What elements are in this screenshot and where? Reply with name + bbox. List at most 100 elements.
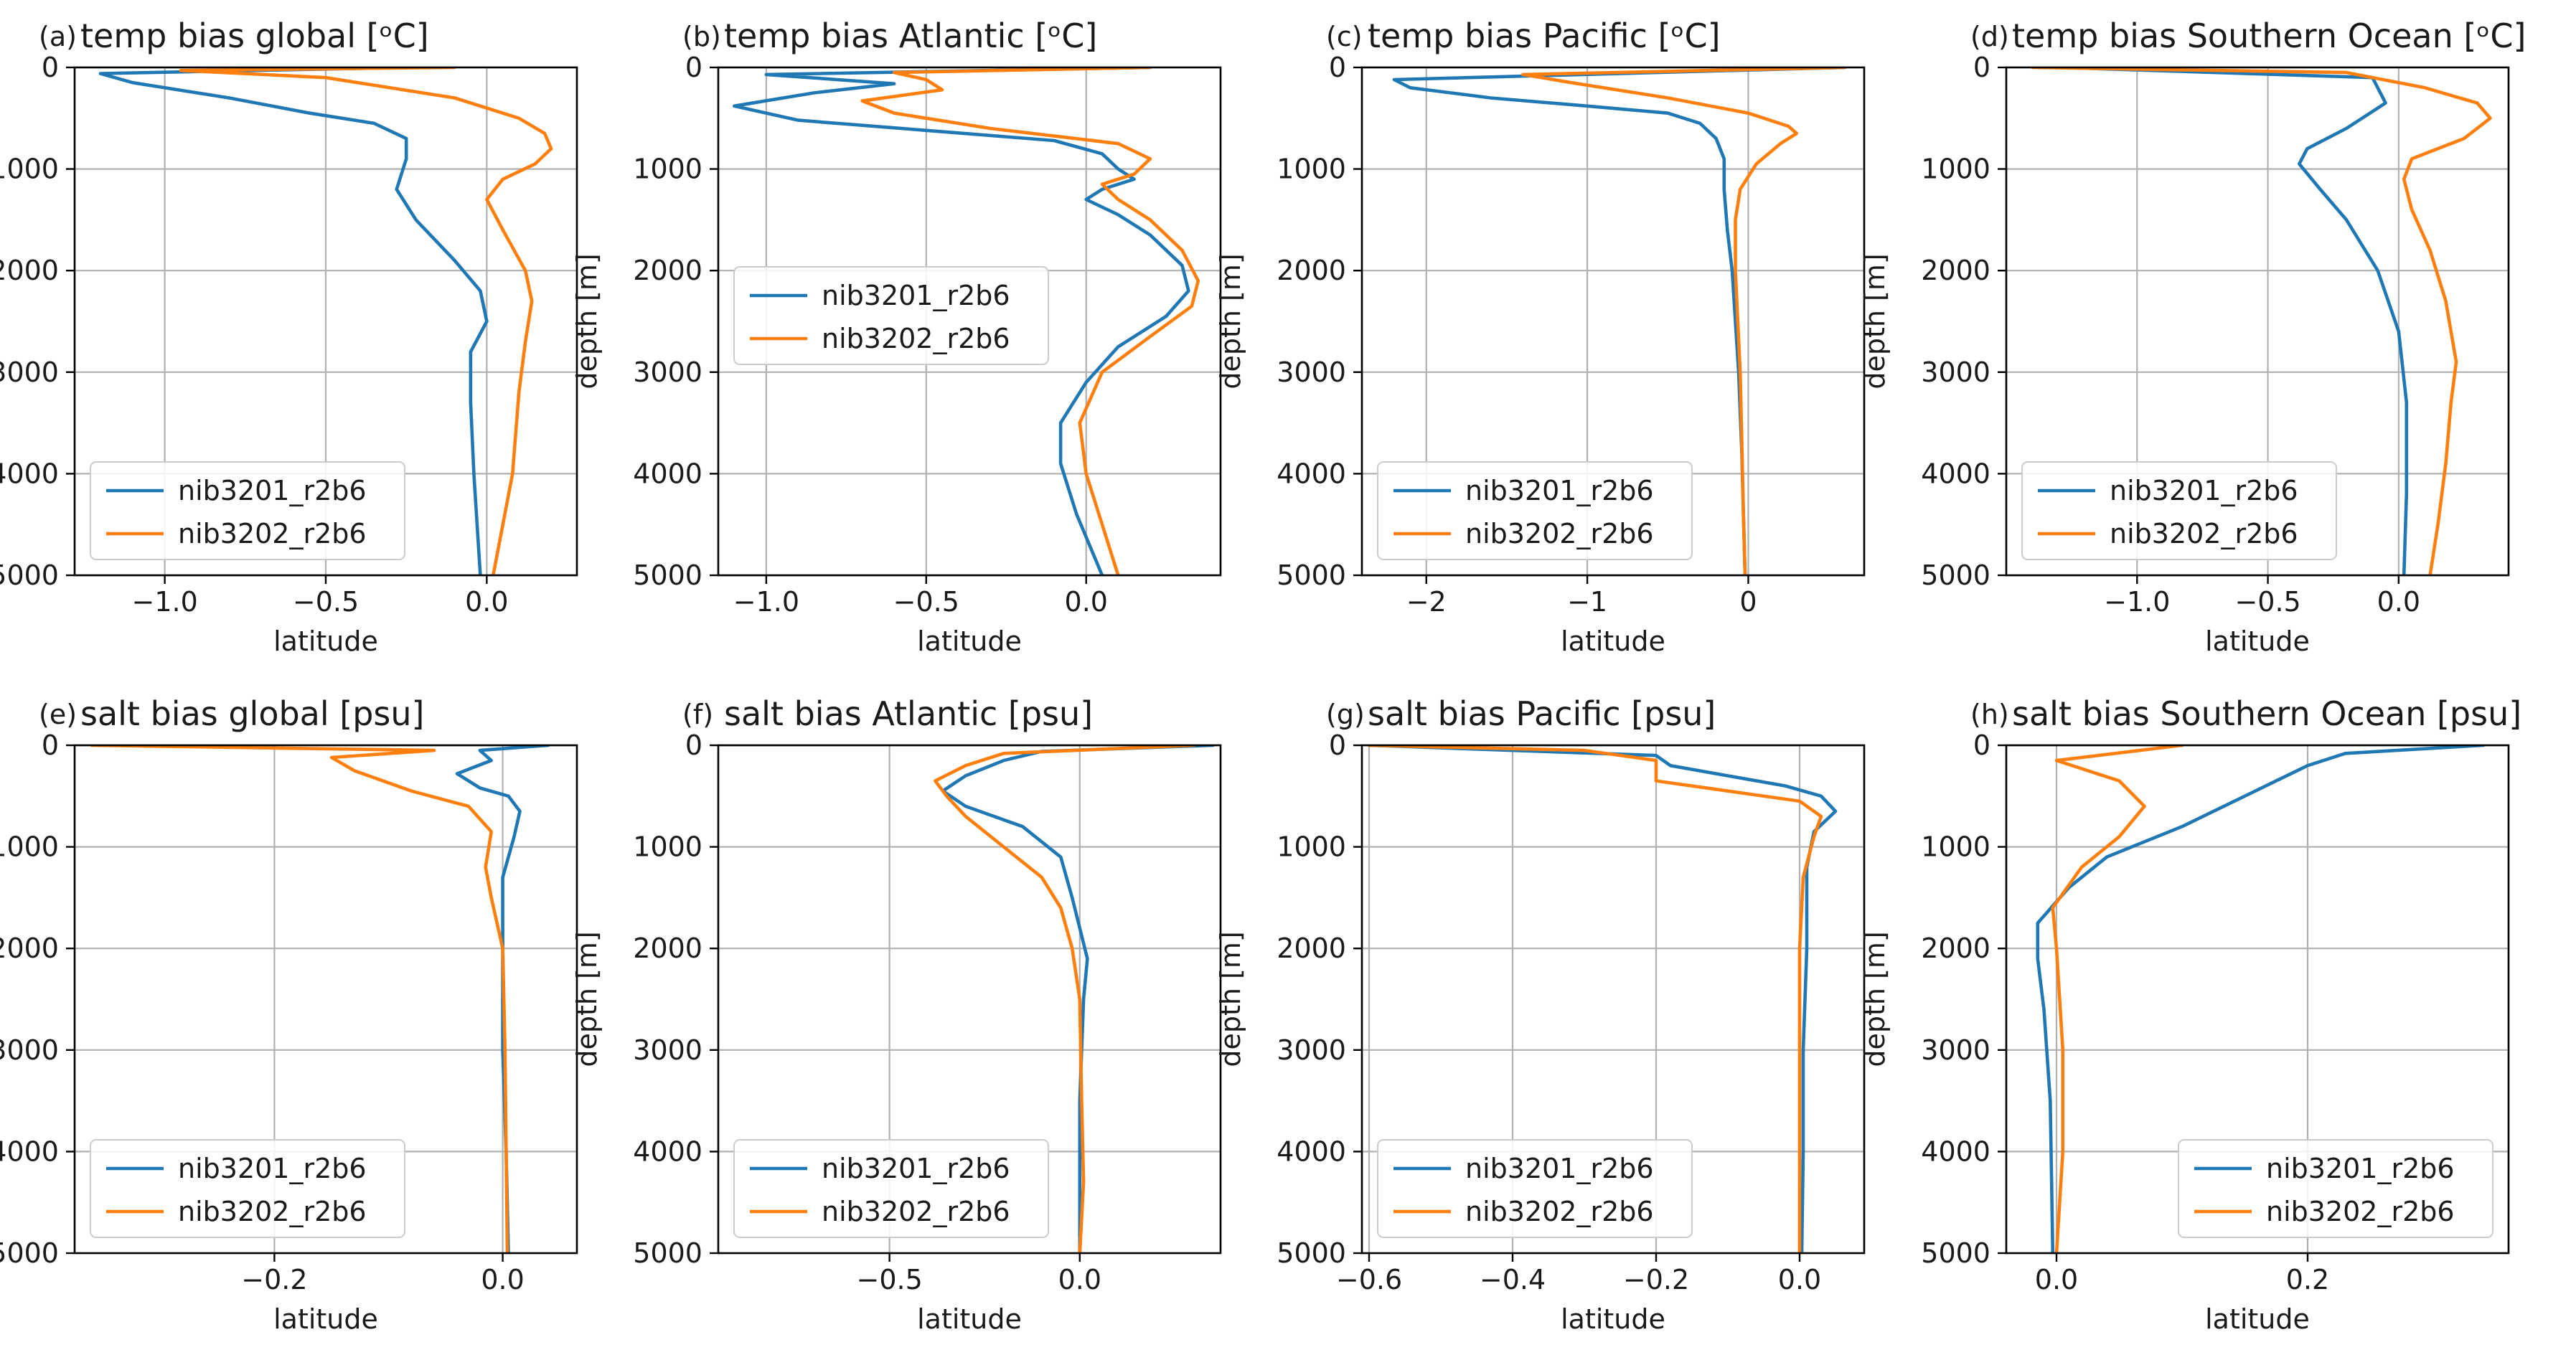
panel-b-title: temp bias Atlantic [ᵒC]	[724, 16, 1097, 55]
panel-d-xtick-label: −1.0	[2104, 586, 2170, 618]
panel-h-ylabel: depth [m]	[1859, 931, 1891, 1067]
panel-b-ytick-label: 0	[685, 52, 702, 83]
panel-c-ytick-label: 2000	[1277, 255, 1346, 286]
panel-a-ytick-label: 5000	[0, 560, 59, 591]
panel-d-axes-frame	[2005, 66, 2510, 577]
panel-b-legend-entry: nib3201_r2b6	[822, 280, 1010, 311]
panel-b-axes-frame	[717, 66, 1222, 577]
panel-e-legend-box	[90, 1139, 405, 1238]
panel-a-ytick-label: 3000	[0, 357, 59, 388]
panel-c-ytick-label: 1000	[1277, 154, 1346, 185]
panel-h-line-nib3202_r2b6	[2051, 745, 2184, 1253]
panel-g-ytick-label: 0	[1329, 730, 1346, 761]
panel-b-ytick-label: 3000	[633, 357, 702, 388]
panel-e: −0.20.0010002000300040005000latitudedept…	[0, 694, 578, 1335]
panel-d-label: (d)	[1970, 21, 2009, 52]
panel-b-ytick-label: 5000	[633, 560, 702, 591]
panel-h-legend-entry: nib3202_r2b6	[2266, 1196, 2455, 1227]
panel-b-xtick-label: 0.0	[1065, 586, 1108, 618]
panel-c-ytick-label: 3000	[1277, 357, 1346, 388]
panel-f-ytick-label: 3000	[633, 1034, 702, 1066]
panel-a-legend: nib3201_r2b6 nib3202_r2b6	[90, 461, 405, 560]
panel-d-legend-box	[2021, 461, 2337, 560]
panel-a-xtick-label: −0.5	[293, 586, 359, 618]
panel-a-legend-entry: nib3201_r2b6	[178, 475, 367, 506]
panel-a-label: (a)	[39, 21, 77, 52]
panel-h-legend-entry: nib3201_r2b6	[2266, 1153, 2455, 1184]
panel-f-label: (f)	[682, 699, 713, 730]
panel-b-legend-entry: nib3202_r2b6	[822, 323, 1010, 354]
panel-g-ytick-label: 2000	[1277, 933, 1346, 964]
panel-b-legend: nib3201_r2b6 nib3202_r2b6	[733, 266, 1049, 365]
panel-e-legend-entry: nib3201_r2b6	[178, 1153, 367, 1184]
panel-d-ytick-label: 0	[1973, 52, 1990, 83]
panel-e-line-nib3202_r2b6	[90, 745, 509, 1253]
panel-f-ytick-label: 0	[685, 730, 702, 761]
panel-h-ytick-label: 1000	[1921, 831, 1990, 863]
panel-d-xtick-label: −0.5	[2234, 586, 2300, 618]
panel-g: −0.6 −0.4 −0.2 0.0 0 1000 2000 3000 4000 5000 lati…	[1215, 694, 1866, 1335]
panel-g-line-nib3202_r2b6	[1367, 745, 1823, 1253]
panel-e-ytick-label: 2000	[0, 933, 59, 964]
panel-e-xlabel: latitude	[273, 1303, 378, 1335]
panel-g-title: salt bias Pacific [psu]	[1368, 694, 1716, 733]
panel-g-ytick-label: 5000	[1277, 1237, 1346, 1269]
panel-c-line-nib3202_r2b6	[1521, 67, 1847, 575]
panel-h-xtick-label: 0.0	[2035, 1264, 2078, 1295]
panel-a-ytick-label: 1000	[0, 154, 59, 185]
panel-b-legend-box	[733, 266, 1049, 365]
panel-b: −1.0 −0.5 0.0 0 1000 2000 3000 4000 5000 latitude…	[571, 16, 1222, 657]
panel-b-ylabel: depth [m]	[571, 253, 603, 389]
panel-g-axes-frame	[1360, 744, 1866, 1255]
panel-g-ytick-label: 4000	[1277, 1136, 1346, 1167]
panel-a-ytick-label: 0	[42, 52, 59, 83]
panel-g-line-nib3201_r2b6	[1367, 745, 1838, 1253]
panel-g-legend-entry: nib3202_r2b6	[1465, 1196, 1654, 1227]
panel-a-line-nib3202_r2b6	[179, 67, 553, 575]
panel-e-label: (e)	[39, 699, 77, 730]
panel-c-title: temp bias Pacific [ᵒC]	[1368, 16, 1721, 55]
panel-c-axes-frame	[1360, 66, 1866, 577]
panel-c-label: (c)	[1326, 21, 1363, 52]
panel-c-xtick-label: 0	[1739, 586, 1757, 618]
panel-f-legend: nib3201_r2b6 nib3202_r2b6	[733, 1139, 1049, 1238]
panel-c-ytick-label: 5000	[1277, 560, 1346, 591]
panel-d-legend-entry: nib3201_r2b6	[2110, 475, 2298, 506]
panel-b-ytick-label: 1000	[633, 154, 702, 185]
panel-g-xlabel: latitude	[1561, 1303, 1665, 1335]
panel-b-xtick-label: −1.0	[733, 586, 799, 618]
panel-f-ytick-label: 5000	[633, 1237, 702, 1269]
panel-e-legend-entry: nib3202_r2b6	[178, 1196, 367, 1227]
panel-d-xtick-label: 0.0	[2377, 586, 2420, 618]
panel-h-xlabel: latitude	[2205, 1303, 2310, 1335]
panel-b-xlabel: latitude	[917, 625, 1022, 657]
panel-a-line-nib3201_r2b6	[98, 67, 489, 575]
panel-c-xtick-label: −2	[1406, 586, 1447, 618]
panel-f-ytick-label: 1000	[633, 831, 702, 863]
panel-g-ylabel: depth [m]	[1215, 931, 1246, 1067]
panel-a-legend-entry: nib3202_r2b6	[178, 518, 367, 549]
panel-g-ytick-label: 1000	[1277, 831, 1346, 863]
panel-d-legend-entry: nib3202_r2b6	[2110, 518, 2298, 549]
panel-f: −0.5 0.0 0 1000 2000 3000 4000 5000 latitude dept…	[571, 694, 1222, 1335]
panel-h-legend: nib3201_r2b6 nib3202_r2b6	[2178, 1139, 2493, 1238]
panel-f-legend-entry: nib3202_r2b6	[822, 1196, 1010, 1227]
panel-e-legend: nib3201_r2b6 nib3202_r2b6	[90, 1139, 405, 1238]
panel-d-ytick-label: 4000	[1921, 458, 1990, 489]
panel-g-legend-box	[1377, 1139, 1693, 1238]
panel-a: −1.0 −0.5 0.0 0 1000 2000 3000 4000 5000 latitude…	[0, 16, 578, 657]
panel-c-xlabel: latitude	[1561, 625, 1665, 657]
panel-d-ytick-label: 5000	[1921, 560, 1990, 591]
panel-d-title: temp bias Southern Ocean [ᵒC]	[2012, 16, 2526, 55]
panel-g-xtick-label: −0.6	[1336, 1264, 1402, 1295]
panel-d-line-nib3201_r2b6	[2056, 67, 2409, 575]
panel-a-legend-box	[90, 461, 405, 560]
panel-a-ytick-label: 2000	[0, 255, 59, 286]
panel-h-ytick-label: 2000	[1921, 933, 1990, 964]
panel-h-ytick-label: 0	[1973, 730, 1990, 761]
panel-h-xtick-label: 0.2	[2286, 1264, 2329, 1295]
panel-d-ytick-label: 3000	[1921, 357, 1990, 388]
panel-f-ytick-label: 2000	[633, 933, 702, 964]
panel-a-xtick-label: 0.0	[465, 586, 508, 618]
